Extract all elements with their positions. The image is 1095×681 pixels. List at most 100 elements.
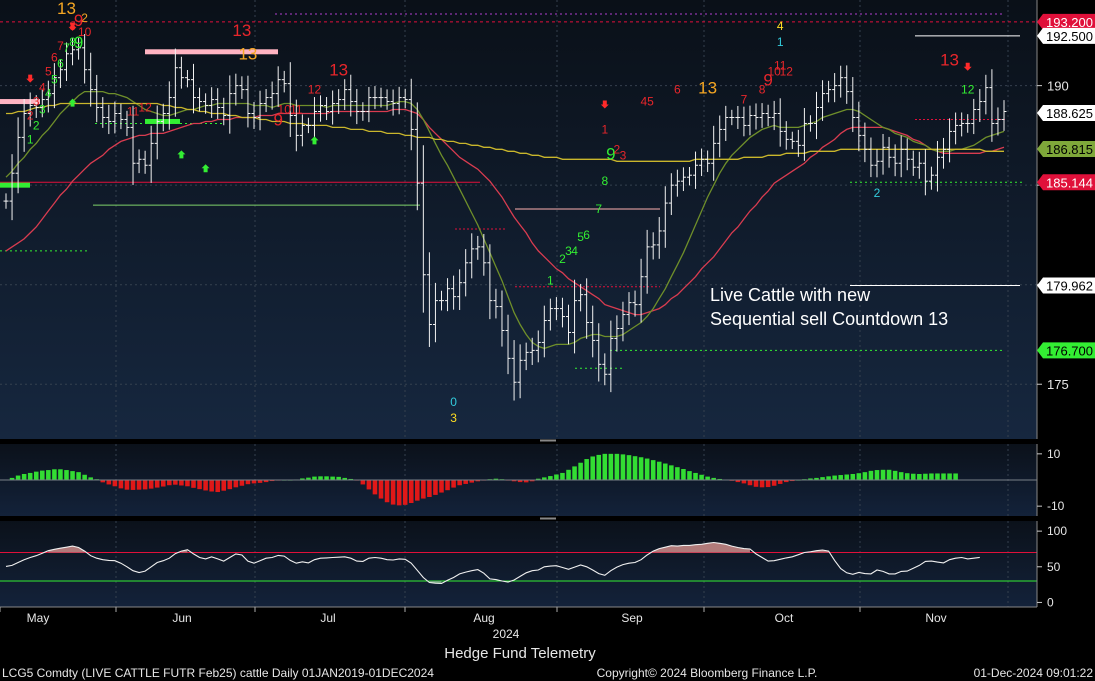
macd-histogram-bar bbox=[741, 480, 747, 484]
macd-histogram-bar bbox=[747, 480, 753, 486]
td-count-label: 13 bbox=[57, 0, 76, 18]
panel-splitter-handle[interactable] bbox=[540, 439, 556, 442]
macd-histogram-bar bbox=[941, 473, 946, 480]
macd-histogram-bar bbox=[566, 469, 571, 480]
price-tag-label: 179.962 bbox=[1046, 278, 1093, 293]
macd-histogram-bar bbox=[324, 476, 329, 480]
macd-histogram-bar bbox=[777, 480, 783, 484]
td-count-label: 2 bbox=[27, 108, 34, 122]
price-tag-label: 186.815 bbox=[1046, 142, 1093, 157]
macd-histogram-bar bbox=[493, 478, 499, 480]
macd-histogram-bar bbox=[233, 480, 239, 488]
td-count-label: 11 bbox=[774, 59, 787, 73]
macd-histogram-bar bbox=[693, 472, 698, 480]
macd-histogram-bar bbox=[917, 473, 922, 480]
macd-histogram-bar bbox=[596, 454, 602, 480]
macd-histogram-bar bbox=[148, 480, 154, 489]
macd-histogram-bar bbox=[529, 480, 535, 482]
macd-histogram-bar bbox=[475, 480, 481, 482]
macd-histogram-bar bbox=[88, 477, 93, 480]
macd-histogram-bar bbox=[366, 480, 372, 490]
price-tag-background bbox=[1037, 105, 1095, 121]
macd-histogram-bar bbox=[21, 473, 27, 480]
month-tick-label: Oct bbox=[775, 611, 794, 625]
moving-average-line bbox=[5, 90, 1005, 350]
macd-histogram-bar bbox=[463, 480, 468, 484]
macd-histogram-bar bbox=[130, 480, 136, 490]
td-count-label: 4 bbox=[45, 87, 52, 101]
macd-histogram-bar bbox=[874, 470, 880, 480]
td-count-label: 9 bbox=[273, 110, 282, 129]
macd-histogram-bar bbox=[535, 478, 541, 480]
macd-histogram-bar bbox=[590, 456, 595, 480]
macd-histogram-bar bbox=[469, 480, 475, 483]
price-tag-label: 193.200 bbox=[1046, 15, 1093, 30]
macd-histogram-bar bbox=[154, 480, 160, 488]
macd-histogram-bar bbox=[445, 480, 450, 491]
macd-histogram-bar bbox=[554, 474, 559, 480]
macd-histogram-bar bbox=[160, 480, 166, 487]
td-count-label: 12 bbox=[780, 65, 794, 79]
macd-histogram-bar bbox=[112, 480, 118, 487]
price-tick-label: 190 bbox=[1047, 79, 1069, 94]
rsi-line bbox=[5, 541, 980, 585]
macd-histogram-bar bbox=[76, 472, 81, 480]
panel-splitter-handle[interactable] bbox=[540, 517, 556, 520]
td-count-label: 2 bbox=[559, 252, 566, 266]
macd-histogram-bar bbox=[191, 480, 196, 488]
macd-histogram-bar bbox=[209, 480, 214, 492]
price-panel bbox=[0, 0, 1037, 439]
macd-histogram-bar bbox=[70, 471, 75, 480]
macd-histogram-bar bbox=[632, 456, 638, 480]
macd-histogram-bar bbox=[227, 480, 233, 490]
macd-histogram-bar bbox=[892, 470, 898, 480]
macd-histogram-bar bbox=[330, 476, 335, 480]
macd-histogram-bar bbox=[675, 467, 680, 480]
macd-histogram-bar bbox=[638, 457, 644, 480]
macd-histogram-bar bbox=[421, 480, 426, 499]
td-count-label: 45 bbox=[640, 95, 654, 109]
td-count-label: 7 bbox=[57, 39, 64, 53]
macd-histogram-bar bbox=[886, 469, 892, 480]
macd-histogram-bar bbox=[415, 480, 420, 501]
macd-histogram-bar bbox=[656, 461, 662, 480]
td-count-label: 1 bbox=[547, 274, 554, 288]
td-count-label: 11 bbox=[127, 104, 140, 118]
macd-histogram-bar bbox=[82, 474, 87, 480]
td-count-label: 2 bbox=[614, 142, 621, 156]
td-count-label: 1 bbox=[777, 35, 784, 49]
macd-histogram-bar bbox=[681, 469, 686, 480]
macd-histogram-bar bbox=[124, 480, 130, 490]
month-tick-label: Aug bbox=[473, 611, 494, 625]
rsi-tick-label: 0 bbox=[1047, 595, 1054, 609]
chart-annotation-line-1: Live Cattle with new bbox=[710, 285, 871, 305]
macd-histogram-bar bbox=[142, 480, 148, 490]
macd-histogram-bar bbox=[402, 480, 408, 505]
macd-tick-label: 10 bbox=[1047, 447, 1061, 461]
macd-histogram-bar bbox=[910, 473, 916, 480]
td-count-label: 6 bbox=[57, 57, 64, 71]
macd-histogram-bar bbox=[348, 478, 354, 480]
macd-histogram-bar bbox=[687, 471, 692, 480]
macd-histogram-bar bbox=[935, 473, 940, 480]
macd-histogram-bar bbox=[699, 474, 704, 480]
signal-arrow-icon bbox=[68, 22, 77, 31]
macd-histogram-bar bbox=[844, 474, 850, 480]
td-setup-bar bbox=[0, 99, 40, 105]
price-tag-label: 185.144 bbox=[1046, 175, 1093, 190]
td-count-label: 13 bbox=[238, 45, 257, 64]
macd-histogram-bar bbox=[33, 471, 39, 480]
macd-histogram-bar bbox=[669, 465, 674, 480]
macd-histogram-bar bbox=[832, 475, 837, 480]
month-tick-label: May bbox=[27, 611, 50, 625]
macd-histogram-bar bbox=[650, 460, 656, 480]
td-count-label: 13 bbox=[329, 61, 348, 80]
macd-histogram-bar bbox=[614, 453, 620, 480]
td-count-label: 2 bbox=[874, 186, 881, 200]
macd-histogram-bar bbox=[572, 466, 577, 480]
macd-histogram-bar bbox=[578, 462, 583, 480]
td-count-label: 3 bbox=[450, 411, 457, 425]
macd-histogram-bar bbox=[408, 480, 414, 504]
td-count-label: 2 bbox=[81, 11, 88, 25]
